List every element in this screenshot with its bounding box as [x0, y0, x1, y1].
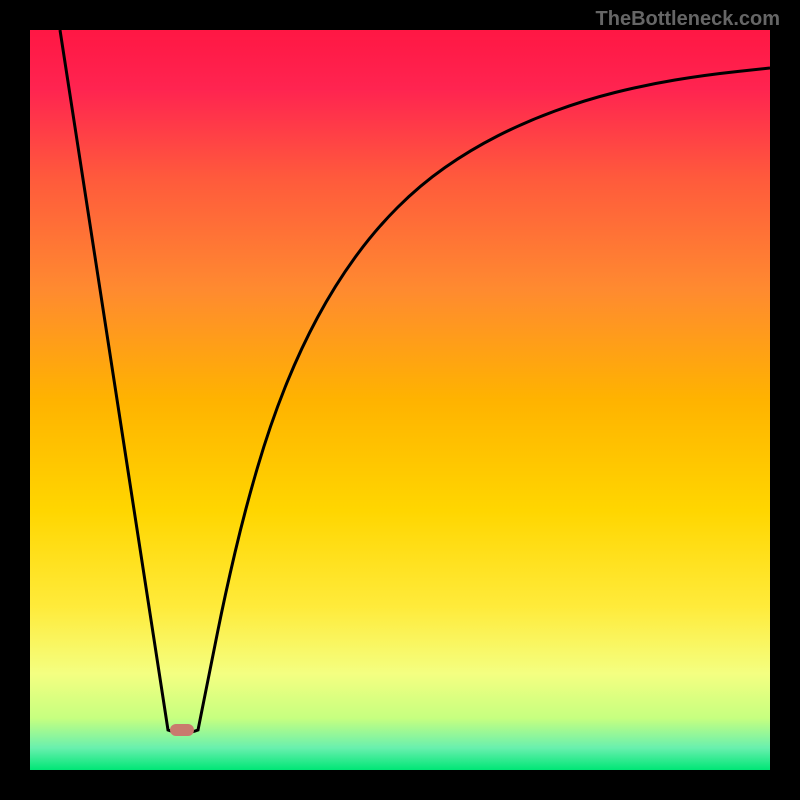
watermark-text: TheBottleneck.com: [596, 8, 780, 31]
curve-overlay: [30, 30, 770, 770]
optimal-point-marker: [170, 724, 194, 736]
chart-area: [30, 30, 770, 770]
bottleneck-curve: [60, 30, 770, 733]
